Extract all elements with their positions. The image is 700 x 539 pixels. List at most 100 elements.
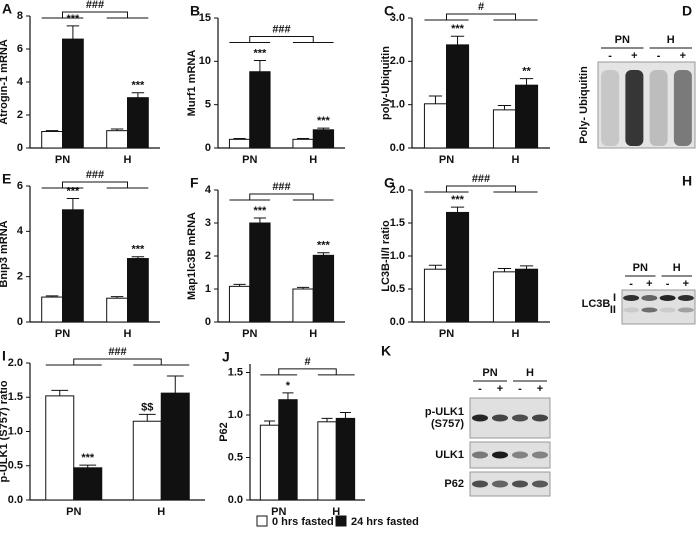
blot-label: Poly- Ubiquitin — [578, 66, 590, 144]
blot-group: H — [526, 367, 534, 379]
y-tick-label: 1.5 — [228, 366, 243, 378]
bar — [249, 222, 271, 323]
y-tick-label: 0 — [205, 142, 211, 154]
significance-label: *** — [317, 115, 331, 127]
band — [532, 480, 548, 488]
band — [512, 414, 528, 422]
error-bar — [131, 92, 145, 98]
lane-label: - — [518, 383, 522, 395]
error-bar — [233, 283, 246, 287]
comparison-label: # — [304, 356, 310, 368]
bar — [41, 131, 63, 149]
y-tick-label: 1.0 — [390, 250, 405, 262]
error-bar — [519, 265, 534, 270]
row-label: ULK1 — [435, 449, 464, 461]
band-label: II — [610, 304, 616, 316]
x-tick-label: H — [512, 328, 520, 340]
panel-letter: C — [384, 3, 394, 19]
error-bar — [66, 25, 80, 40]
error-bar — [253, 217, 267, 223]
row-label: (S757) — [431, 418, 464, 430]
comparison-bracket — [41, 11, 149, 19]
band — [641, 295, 658, 301]
significance-label: *** — [66, 13, 80, 25]
comparison-bracket — [41, 181, 149, 189]
bar — [106, 297, 128, 323]
blot-group: H — [667, 34, 675, 46]
comparison-label: ### — [86, 169, 104, 181]
comparison-bracket — [45, 358, 190, 366]
panel-letter: D — [682, 3, 692, 19]
band — [659, 295, 676, 301]
significance-label: *** — [317, 240, 331, 252]
comparison-bracket — [229, 193, 334, 201]
significance-label: *** — [66, 185, 80, 197]
bar — [127, 258, 149, 323]
band — [472, 414, 488, 422]
bar — [317, 421, 337, 501]
significance-label: *** — [131, 80, 145, 92]
comparison-bracket — [424, 185, 538, 193]
comparison-label: ### — [108, 346, 126, 358]
y-tick-label: 1.0 — [390, 99, 405, 111]
lane-label: - — [629, 278, 633, 290]
lane-label: - — [666, 278, 670, 290]
row-label: P62 — [444, 478, 464, 490]
blot-group: PN — [633, 262, 648, 274]
y-axis-label: Murf1 mRNA — [186, 50, 198, 117]
y-tick-label: 3 — [205, 217, 211, 229]
bar — [127, 97, 149, 149]
band — [512, 480, 528, 488]
error-bar — [79, 464, 97, 468]
error-bar — [282, 392, 294, 400]
x-tick-label: PN — [439, 154, 454, 166]
y-tick-label: 0.5 — [390, 283, 405, 295]
y-tick-label: 0.0 — [390, 316, 405, 328]
error-bar — [166, 375, 184, 394]
y-tick-label: 8 — [17, 10, 23, 22]
bar — [515, 84, 539, 149]
error-bar — [131, 256, 145, 259]
x-tick-label: PN — [55, 154, 70, 166]
y-tick-label: 2.0 — [390, 55, 405, 67]
comparison-label: ### — [472, 173, 490, 185]
comparison-label: ### — [272, 181, 290, 193]
error-bar — [66, 197, 80, 210]
bar — [446, 211, 470, 323]
panel-letter: A — [2, 1, 12, 17]
blot-label: LC3B — [582, 298, 611, 310]
bar — [73, 467, 103, 501]
lane-label: + — [683, 278, 689, 290]
x-tick-label: H — [124, 154, 132, 166]
panel-letter: G — [384, 175, 395, 191]
lane-label: + — [646, 278, 652, 290]
bar — [228, 138, 251, 149]
panel-letter: H — [682, 173, 692, 189]
y-axis-label: Bnip3 mRNA — [0, 220, 10, 287]
bar — [62, 38, 84, 149]
x-tick-label: PN — [66, 506, 81, 518]
error-bar — [317, 252, 330, 256]
row-label: p-ULK1 — [425, 406, 464, 418]
x-tick-label: H — [157, 506, 165, 518]
band — [623, 307, 640, 313]
lane-label: + — [680, 50, 686, 62]
bar — [259, 424, 280, 501]
band — [492, 480, 508, 488]
bar — [446, 44, 470, 149]
band — [677, 307, 694, 313]
legend-label: 24 hrs fasted — [351, 516, 419, 528]
y-tick-label: 1.5 — [390, 217, 405, 229]
error-bar — [428, 264, 443, 270]
band — [472, 451, 488, 459]
y-tick-label: 2 — [17, 109, 23, 121]
error-bar — [45, 295, 59, 298]
panel-letter: K — [381, 343, 391, 359]
smear — [601, 70, 620, 146]
band — [512, 451, 528, 459]
legend-swatch — [335, 515, 347, 527]
x-tick-label: PN — [242, 154, 257, 166]
bar — [106, 130, 128, 149]
y-tick-label: 2.0 — [8, 357, 23, 369]
